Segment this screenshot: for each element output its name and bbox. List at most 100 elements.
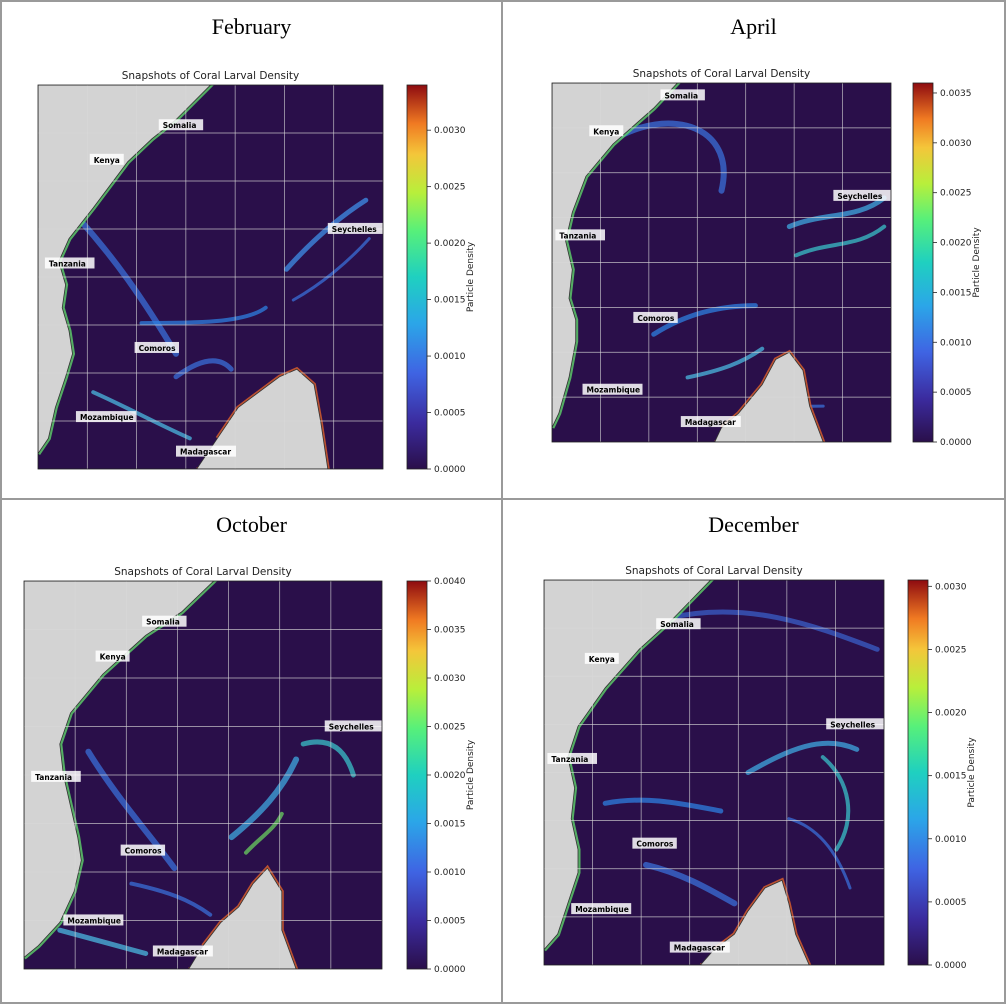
colorbar-tick-label: 0.0000 bbox=[434, 965, 466, 975]
place-label-kenya: Kenya bbox=[94, 156, 120, 165]
label-box bbox=[142, 615, 187, 627]
madagascar-land bbox=[188, 867, 297, 969]
place-label-mozambique: Mozambique bbox=[80, 413, 134, 422]
place-label-tanzania: Tanzania bbox=[559, 231, 596, 240]
place-label-tanzania: Tanzania bbox=[35, 773, 72, 782]
place-label-tanzania: Tanzania bbox=[49, 259, 86, 268]
label-box bbox=[176, 445, 236, 457]
density-plume-3 bbox=[129, 881, 213, 917]
density-plume-4 bbox=[91, 390, 192, 441]
density-plume-0 bbox=[663, 609, 880, 652]
label-box bbox=[324, 720, 385, 732]
colorbar-label: Particle Density bbox=[967, 737, 977, 808]
place-label-madagascar: Madagascar bbox=[157, 947, 208, 956]
panel-february: February Snapshots of Coral Larval Densi… bbox=[0, 0, 503, 500]
label-box bbox=[660, 89, 705, 101]
label-box bbox=[669, 941, 730, 953]
month-title: April bbox=[730, 14, 777, 39]
label-box bbox=[680, 416, 741, 428]
chart-title: Snapshots of Coral Larval Density bbox=[114, 566, 292, 578]
colorbar-tick-label: 0.0010 bbox=[935, 835, 967, 845]
label-box bbox=[89, 153, 124, 165]
colorbar-tick-label: 0.0020 bbox=[940, 239, 972, 249]
map-frame bbox=[551, 82, 892, 443]
madagascar-land bbox=[196, 368, 329, 469]
colorbar-tick-label: 0.0005 bbox=[434, 917, 466, 927]
colorbar-tick-label: 0.0020 bbox=[434, 771, 466, 781]
density-plume-2 bbox=[300, 739, 356, 778]
map-frame bbox=[543, 579, 885, 966]
map-area bbox=[24, 581, 382, 969]
label-box bbox=[95, 650, 130, 662]
label-box bbox=[31, 770, 81, 782]
label-box bbox=[833, 189, 894, 201]
chart-svg: Snapshots of Coral Larval Density Somalia… bbox=[37, 70, 476, 475]
place-label-somalia: Somalia bbox=[664, 91, 698, 100]
density-plume-1 bbox=[786, 195, 887, 230]
place-label-seychelles: Seychelles bbox=[332, 225, 377, 234]
label-box bbox=[158, 119, 204, 131]
label-box bbox=[589, 125, 624, 137]
label-box bbox=[327, 222, 388, 234]
label-box bbox=[134, 341, 179, 353]
map-area bbox=[38, 85, 383, 469]
colorbar-tick-label: 0.0010 bbox=[434, 352, 466, 362]
colorbar-tick-label: 0.0025 bbox=[434, 183, 466, 193]
label-box bbox=[656, 618, 701, 630]
label-box bbox=[555, 229, 605, 241]
label-box bbox=[582, 383, 643, 395]
density-plume-0 bbox=[76, 216, 179, 357]
place-label-somalia: Somalia bbox=[163, 121, 197, 130]
label-box bbox=[120, 844, 166, 856]
place-label-kenya: Kenya bbox=[593, 127, 619, 136]
panel-april: April Snapshots of Coral Larval Density S… bbox=[501, 0, 1006, 500]
colorbar-tick-label: 0.0015 bbox=[434, 820, 466, 830]
map-area bbox=[552, 83, 891, 442]
place-label-mozambique: Mozambique bbox=[67, 916, 121, 925]
colorbar-tick-label: 0.0000 bbox=[935, 961, 967, 971]
place-label-mozambique: Mozambique bbox=[587, 386, 641, 395]
colorbar-tick-label: 0.0005 bbox=[940, 388, 972, 398]
place-label-comoros: Comoros bbox=[139, 344, 176, 353]
panel-october: October Snapshots of Coral Larval Densit… bbox=[0, 498, 503, 1004]
label-box bbox=[826, 718, 887, 730]
label-box bbox=[63, 914, 124, 926]
panel-december: December Snapshots of Coral Larval Densi… bbox=[501, 498, 1006, 1004]
colorbar-tick-label: 0.0020 bbox=[434, 239, 466, 249]
colorbar-tick-label: 0.0030 bbox=[434, 674, 466, 684]
label-box bbox=[152, 945, 213, 957]
place-label-kenya: Kenya bbox=[589, 655, 615, 664]
colorbar bbox=[406, 580, 428, 970]
colorbar-tick-label: 0.0040 bbox=[434, 577, 466, 587]
colorbar-tick-label: 0.0025 bbox=[434, 723, 466, 733]
density-plume-4 bbox=[57, 927, 149, 956]
colorbar-label: Particle Density bbox=[972, 227, 982, 298]
colorbar-tick-label: 0.0005 bbox=[935, 898, 967, 908]
place-label-somalia: Somalia bbox=[660, 620, 694, 629]
colorbar-tick-label: 0.0015 bbox=[434, 296, 466, 306]
chart-svg: Snapshots of Coral Larval Density Somalia… bbox=[543, 565, 977, 971]
density-plume-5 bbox=[787, 817, 852, 890]
colorbar-tick-label: 0.0030 bbox=[434, 126, 466, 136]
colorbar-tick-label: 0.0030 bbox=[940, 139, 972, 149]
month-title: February bbox=[211, 14, 292, 39]
place-label-madagascar: Madagascar bbox=[674, 944, 725, 953]
africa-land bbox=[552, 83, 678, 428]
place-label-madagascar: Madagascar bbox=[685, 418, 736, 427]
colorbar-tick-label: 0.0005 bbox=[434, 409, 466, 419]
colorbar-tick-label: 0.0015 bbox=[935, 772, 967, 782]
place-label-mozambique: Mozambique bbox=[575, 905, 629, 914]
colorbar bbox=[907, 579, 929, 966]
place-label-madagascar: Madagascar bbox=[180, 448, 231, 457]
density-plume-1 bbox=[228, 756, 300, 841]
density-plume-3 bbox=[651, 303, 758, 337]
chart-svg: Snapshots of Coral Larval Density Somalia… bbox=[551, 68, 982, 448]
density-plume-1 bbox=[745, 740, 860, 775]
colorbar bbox=[912, 82, 934, 443]
label-box bbox=[633, 311, 678, 323]
density-plume-4 bbox=[643, 861, 738, 907]
place-label-comoros: Comoros bbox=[636, 840, 673, 849]
colorbar-label: Particle Density bbox=[466, 241, 476, 312]
colorbar-tick-label: 0.0010 bbox=[434, 868, 466, 878]
